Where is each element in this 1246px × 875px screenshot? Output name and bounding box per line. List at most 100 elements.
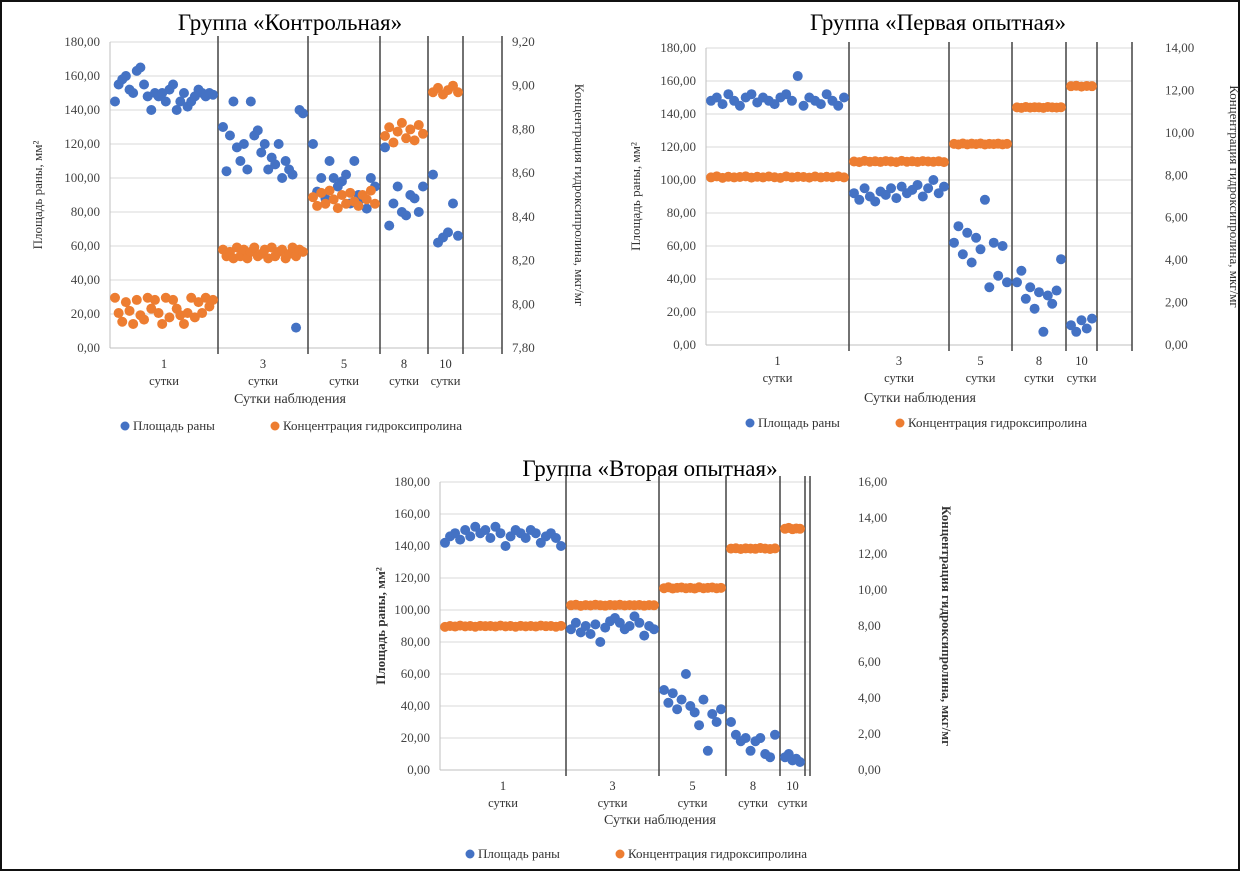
wound-area-point <box>821 89 832 100</box>
wound-area-point <box>663 697 674 708</box>
category-number: 5 <box>689 779 695 793</box>
wound-area-point <box>798 100 809 111</box>
y-tick-label: 160,00 <box>660 73 696 88</box>
wound-area-point <box>1038 326 1049 337</box>
chart-title: Группа «Вторая опытная» <box>522 456 777 481</box>
wound-area-point <box>702 745 713 756</box>
category-number: 10 <box>786 779 799 793</box>
hydroxyproline-point <box>298 246 308 257</box>
wound-area-point <box>556 541 566 551</box>
wound-area-point <box>984 282 995 293</box>
wound-area-point <box>716 704 726 715</box>
y2-tick-label: 10,00 <box>1165 125 1194 140</box>
y-tick-label: 20,00 <box>667 304 696 319</box>
y-tick-label: 0,00 <box>673 337 696 352</box>
category-number: 8 <box>1036 354 1042 368</box>
category-label: сутки <box>488 796 518 810</box>
y-tick-label: 120,00 <box>394 570 430 585</box>
hydroxyproline-point <box>139 314 150 325</box>
wound-area-point <box>624 621 635 631</box>
wound-area-point <box>580 621 591 631</box>
wound-area-point <box>667 688 678 699</box>
wound-area-point <box>401 210 412 221</box>
category-number: 10 <box>439 357 452 371</box>
wound-area-point <box>755 733 766 743</box>
category-label: сутки <box>389 374 419 388</box>
hydroxyproline-point <box>370 198 380 209</box>
wound-area-point <box>854 194 865 205</box>
wound-area-point <box>781 89 792 100</box>
wound-area-point <box>962 227 973 238</box>
wound-area-point <box>1071 326 1082 337</box>
y-tick-label: 60,00 <box>71 238 100 253</box>
wound-area-point <box>971 232 982 243</box>
wound-area-point <box>769 99 780 110</box>
x-axis-title: Сутки наблюдения <box>604 813 716 828</box>
y-tick-label: 0,00 <box>407 762 430 777</box>
wound-area-point <box>993 270 1004 281</box>
category-number: 8 <box>401 357 407 371</box>
hydroxyproline-point <box>316 187 327 198</box>
wound-area-point <box>680 669 691 679</box>
wound-area-point <box>711 92 722 103</box>
hydroxyproline-point <box>1056 102 1066 113</box>
wound-area-point <box>1051 285 1062 296</box>
y-tick-label: 100,00 <box>64 170 100 185</box>
y2-tick-label: 12,00 <box>1165 82 1194 97</box>
category-label: сутки <box>678 796 708 810</box>
y2-tick-label: 7,80 <box>512 340 535 355</box>
hydroxyproline-point <box>365 185 376 196</box>
y-tick-label: 120,00 <box>660 139 696 154</box>
hydroxyproline-point <box>186 292 197 303</box>
category-label: сутки <box>149 374 179 388</box>
hydroxyproline-point <box>308 192 318 203</box>
hydroxyproline-point <box>939 157 949 168</box>
wound-area-point <box>280 156 291 166</box>
hydroxyproline-point <box>1002 138 1012 149</box>
wound-area-point <box>453 230 463 241</box>
category-number: 1 <box>774 354 780 368</box>
wound-area-point <box>428 169 438 180</box>
chart-control-group: Группа «Контрольная» 0,00 20,00 40,00 60,00 8… <box>0 0 620 450</box>
wound-area-point <box>912 179 923 190</box>
wound-area-point <box>135 62 146 73</box>
hydroxyproline-point <box>146 303 157 314</box>
category-label: сутки <box>738 796 768 810</box>
wound-area-point <box>975 244 986 255</box>
y-tick-label: 100,00 <box>394 602 430 617</box>
category-number: 3 <box>896 354 902 368</box>
wound-area-point <box>928 175 939 185</box>
wound-area-point <box>859 183 870 194</box>
category-number: 3 <box>609 779 615 793</box>
hydroxyproline-point <box>380 130 390 141</box>
hydroxyproline-point <box>124 305 135 316</box>
wound-area-point <box>795 757 805 767</box>
wound-area-point <box>672 704 683 715</box>
wound-area-point <box>245 96 256 107</box>
wound-area-point <box>939 181 949 192</box>
wound-area-point <box>659 685 669 695</box>
wound-area-point <box>221 166 232 177</box>
hydroxyproline-point <box>649 600 659 611</box>
hydroxyproline-point <box>388 137 399 148</box>
hydroxyproline-point <box>1087 81 1097 92</box>
wound-area-point <box>966 257 977 268</box>
wound-area-point <box>923 183 934 194</box>
wound-area-point <box>745 745 756 756</box>
y-tick-label: 180,00 <box>64 34 100 49</box>
hydroxyproline-point <box>353 200 364 211</box>
hydroxyproline-point <box>128 318 139 329</box>
y2-tick-label: 2,00 <box>858 726 881 741</box>
wound-area-point <box>443 227 453 238</box>
hydroxyproline-point <box>361 194 372 205</box>
wound-area-point <box>530 528 541 539</box>
hydroxyproline-point <box>120 297 131 308</box>
hydroxyproline-point <box>396 117 407 128</box>
hydroxyproline-point <box>392 126 403 137</box>
category-label: сутки <box>329 374 359 388</box>
wound-area-point <box>128 88 139 98</box>
wound-area-point <box>228 96 239 107</box>
hydroxyproline-point <box>716 582 726 593</box>
wound-area-point <box>291 322 302 333</box>
